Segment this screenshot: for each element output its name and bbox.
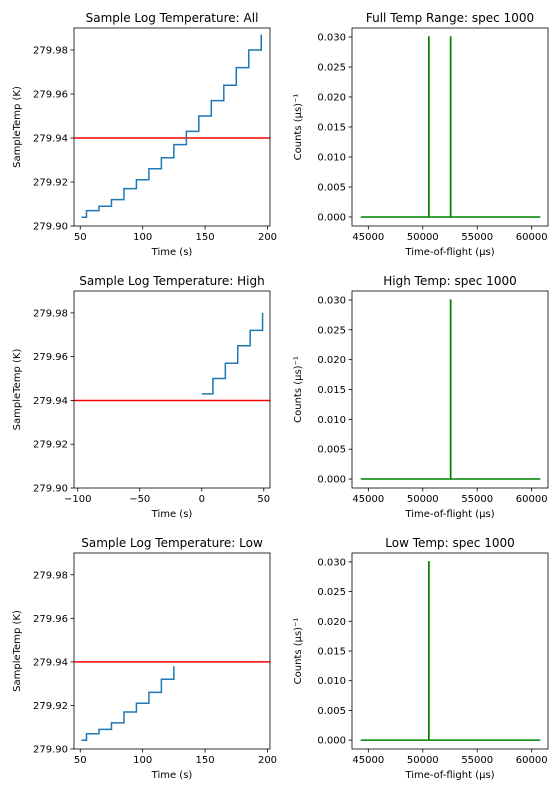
y-tick-label: 0.025: [317, 587, 346, 598]
x-tick-label: 45000: [352, 755, 384, 766]
y-tick-label: 0.020: [317, 617, 346, 628]
x-tick-label: 50: [74, 232, 87, 243]
x-tick-label: 100: [133, 232, 152, 243]
y-tick-label: 0.025: [317, 325, 346, 336]
y-tick-label: 0.030: [317, 295, 346, 306]
x-axis-label: Time-of-flight (μs): [404, 247, 494, 258]
axes-frame: [73, 552, 271, 750]
y-tick-label: 0.005: [317, 183, 346, 194]
x-axis-label: Time-of-flight (μs): [404, 509, 494, 520]
subplot-2: Full Temp Range: spec 1000 45000 50000 5500…: [293, 11, 549, 258]
chart-title: Sample Log Temperature: High: [79, 274, 265, 288]
x-axis-label: Time-of-flight (μs): [404, 770, 494, 781]
y-tick-label: 0.015: [317, 385, 346, 396]
x-tick-label: 45000: [352, 494, 384, 505]
y-tick-label: 279.96: [33, 352, 68, 363]
y-tick-label: 0.005: [317, 445, 346, 456]
y-tick-label: 279.92: [33, 178, 68, 189]
temperature-step-line: [81, 666, 175, 742]
subplot-4: High Temp: spec 1000 45000 50000 55000 60000…: [293, 274, 549, 520]
y-tick-label: 279.96: [33, 614, 68, 625]
chart-title: Full Temp Range: spec 1000: [366, 11, 534, 25]
y-tick-label: 0.030: [317, 33, 346, 44]
y-axis-label: SampleTemp (K): [12, 86, 23, 168]
y-tick-label: 279.94: [33, 657, 68, 668]
chart-title: Sample Log Temperature: All: [86, 11, 259, 25]
y-axis-label: Counts (μs)⁻¹: [293, 94, 304, 161]
y-tick-label: 279.94: [33, 134, 68, 145]
x-tick-label: 50: [257, 494, 270, 505]
x-tick-label: 55000: [461, 232, 493, 243]
x-tick-label: 200: [258, 755, 277, 766]
y-tick-label: 0.010: [317, 415, 346, 426]
x-tick-label: 55000: [461, 755, 493, 766]
y-tick-label: 0.005: [317, 706, 346, 717]
temperature-step-line: [81, 34, 263, 218]
y-tick-label: 0.000: [317, 736, 346, 747]
y-tick-label: 0.000: [317, 475, 346, 486]
x-tick-label: 60000: [516, 494, 548, 505]
x-tick-label: 60000: [516, 755, 548, 766]
y-tick-label: 0.000: [317, 213, 346, 224]
y-tick-label: 279.90: [33, 745, 68, 756]
y-tick-label: 0.025: [317, 63, 346, 74]
spectrum-line: [360, 561, 541, 741]
y-axis-label: Counts (μs)⁻¹: [293, 618, 304, 685]
y-tick-label: 279.96: [33, 90, 68, 101]
x-tick-label: 100: [133, 755, 152, 766]
axes-frame: [351, 27, 549, 227]
chart-title: High Temp: spec 1000: [383, 274, 516, 288]
y-tick-label: 279.98: [33, 308, 68, 319]
axes-frame: [351, 552, 549, 750]
y-tick-label: 279.98: [33, 46, 68, 57]
x-tick-label: 45000: [352, 232, 384, 243]
y-tick-label: 279.90: [33, 484, 68, 495]
x-tick-label: 0: [199, 494, 205, 505]
y-tick-label: 279.92: [33, 440, 68, 451]
y-tick-label: 279.92: [33, 701, 68, 712]
y-tick-label: 0.020: [317, 93, 346, 104]
x-tick-label: 50000: [407, 755, 439, 766]
y-tick-label: 0.015: [317, 123, 346, 134]
y-axis-label: SampleTemp (K): [12, 610, 23, 692]
y-tick-label: 279.98: [33, 570, 68, 581]
x-tick-label: 50: [74, 755, 87, 766]
x-tick-label: 60000: [516, 232, 548, 243]
x-tick-label: −100: [64, 494, 91, 505]
spectrum-line: [360, 299, 541, 480]
y-tick-label: 0.030: [317, 557, 346, 568]
y-tick-label: 279.90: [33, 222, 68, 233]
spectrum-line: [360, 36, 541, 218]
axes-frame: [73, 290, 271, 489]
chart-title: Low Temp: spec 1000: [385, 536, 515, 550]
y-tick-label: 0.015: [317, 647, 346, 658]
y-tick-label: 0.020: [317, 355, 346, 366]
x-tick-label: 50000: [407, 494, 439, 505]
y-axis-label: Counts (μs)⁻¹: [293, 356, 304, 423]
x-tick-label: −50: [129, 494, 150, 505]
x-axis-label: Time (s): [151, 247, 193, 258]
subplot-1: Sample Log Temperature: All 50 100 150 200 27…: [12, 11, 277, 258]
y-tick-label: 0.010: [317, 153, 346, 164]
y-tick-label: 0.010: [317, 676, 346, 687]
temperature-step-line: [201, 312, 264, 395]
x-axis-label: Time (s): [151, 770, 193, 781]
x-tick-label: 50000: [407, 232, 439, 243]
x-tick-label: 150: [196, 232, 215, 243]
x-tick-label: 200: [258, 232, 277, 243]
subplot-6: Low Temp: spec 1000 45000 50000 55000 60000 0…: [293, 536, 549, 781]
y-axis-label: SampleTemp (K): [12, 349, 23, 431]
subplot-5: Sample Log Temperature: Low 50 100 150 200 27…: [12, 536, 277, 781]
chart-title: Sample Log Temperature: Low: [81, 536, 263, 550]
axes-frame: [351, 290, 549, 489]
x-axis-label: Time (s): [151, 509, 193, 520]
y-tick-label: 279.94: [33, 396, 68, 407]
x-tick-label: 150: [196, 755, 215, 766]
subplot-3: Sample Log Temperature: High −100 −50 0 50 27…: [12, 274, 271, 520]
axes-frame: [73, 27, 271, 227]
x-tick-label: 55000: [461, 494, 493, 505]
